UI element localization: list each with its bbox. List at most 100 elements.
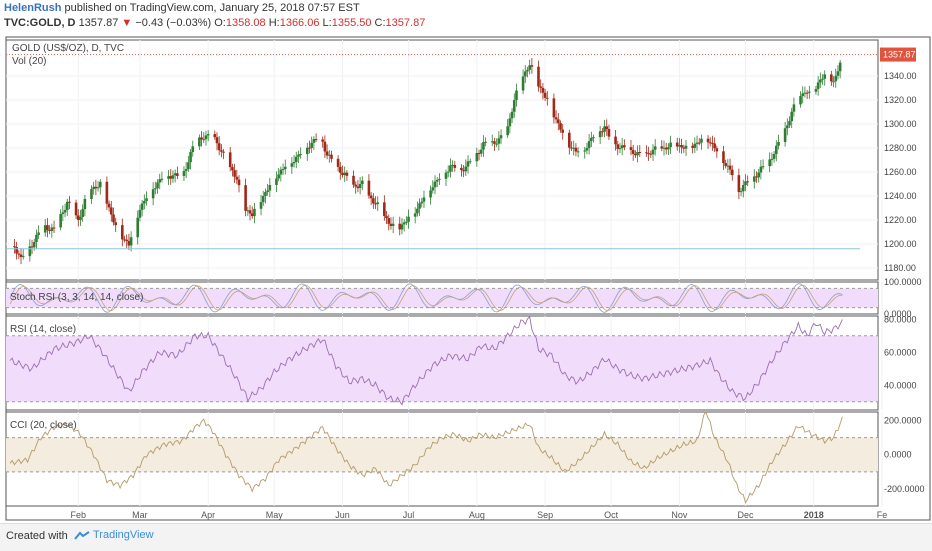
candle-body [156,182,159,189]
low-value: 1355.50 [331,17,372,29]
candle-body [259,202,263,209]
candle-body [601,131,604,133]
y-tick-label: 200.0000 [884,416,922,426]
y-tick-label: 80.0000 [884,314,917,324]
candle-body [345,172,349,176]
y-tick-label: 1240.00 [884,191,917,201]
rsi-pane[interactable] [6,315,878,406]
candle-body [145,198,148,201]
candle-body [90,189,93,199]
candle-body [220,150,223,152]
price-pane[interactable]: 1357.87 [6,47,916,265]
candle-body [576,151,580,153]
open-label: O: [214,17,226,29]
chart-canvas[interactable]: 1357.87 Feb Mar Apr May Jun Jul Aug Sep Oct Nov De… [0,0,932,523]
tradingview-link[interactable]: TradingView [74,529,154,541]
candle-body [629,147,633,150]
cci-title: CCI (20, close) [10,420,77,431]
low-label: L: [322,17,332,29]
candle-body [724,163,727,166]
tradingview-logo-icon [74,530,90,540]
candle-body [143,200,146,204]
candle-body [512,100,516,112]
candle-body [460,167,463,171]
candle-body [160,178,164,180]
candle-body [398,223,402,230]
candle-body [444,172,448,179]
candle-body [638,151,642,153]
candle-body [200,137,203,140]
candle-body [715,148,719,152]
candle-body [662,147,666,149]
candle-body [438,178,441,180]
candle-body [352,175,355,185]
candle-body [138,209,142,218]
candle-body [614,136,617,145]
candle-body [107,203,111,208]
candle-body [407,216,410,222]
candle-body [541,87,545,93]
candle-body [823,74,827,79]
candle-body [169,176,173,179]
candle-body [341,172,344,175]
candle-body [631,149,635,154]
volume-label: Vol (20) [12,56,46,67]
candle-body [235,176,239,180]
candle-body [68,201,71,203]
candle-body [422,197,426,202]
candle-body [400,224,404,230]
candle-body [217,143,221,151]
candle-body [266,190,269,193]
candle-body [464,166,468,172]
rsi-line [9,315,843,406]
candle-body [21,256,25,258]
candle-body [261,195,265,203]
candle-body [171,175,175,179]
candle-body [248,210,252,214]
candle-body [323,141,327,152]
candle-body [59,214,62,228]
candle-body [61,212,65,215]
candle-body [752,176,756,182]
candle-body [645,152,648,154]
publisher-name[interactable]: HelenRush [4,2,62,14]
x-tick-label: Jun [335,510,350,520]
candle-body [691,145,694,148]
candle-body [268,184,272,191]
x-tick-label: Mar [132,510,148,520]
y-tick-label: 1340.00 [884,71,917,81]
candle-body [431,187,435,191]
cci-pane[interactable] [6,410,878,504]
y-tick-label: 0.0000 [884,450,912,460]
axes: Feb Mar Apr May Jun Jul Aug Sep Oct Nov Dec 2018 Fe 1… [71,71,925,520]
candle-body [607,129,611,137]
stoch-rsi-pane[interactable] [6,283,878,313]
candle-body [523,71,527,77]
candle-body [759,166,763,173]
candle-body [391,223,395,226]
candle-body [728,165,732,170]
candle-body [664,147,668,150]
candle-body [114,222,117,226]
candle-body [356,186,360,189]
candle-body [127,240,131,246]
candle-body [590,137,593,142]
last-price: 1357.87 [78,17,119,29]
candle-body [136,217,140,238]
grid-lines [6,40,883,506]
candle-body [369,195,373,199]
candle-body [468,161,472,163]
candle-body [557,119,560,124]
publish-line: HelenRush published on TradingView.com, … [4,2,360,14]
stoch-k-line [9,283,843,313]
candle-body [449,165,452,172]
stoch-d-line [9,284,843,312]
candle-body [81,209,84,218]
candle-body [435,179,439,182]
candle-body [722,151,725,164]
candle-body [808,91,811,93]
candle-body [561,129,565,133]
candle-body [803,92,807,94]
candle-body [429,190,432,198]
y-tick-label: 100.0000 [884,277,922,287]
